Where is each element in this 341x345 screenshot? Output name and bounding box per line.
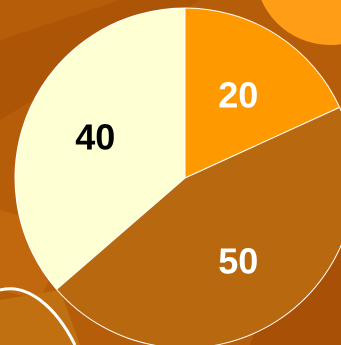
pie-slice-20 (184, 7, 341, 179)
background-circle (261, 0, 341, 45)
pie-label-40: 40 (75, 117, 115, 158)
pie-label-20: 20 (218, 75, 258, 116)
pie-labels: 20 50 40 (75, 75, 258, 282)
pie-slice-50 (55, 106, 341, 345)
pie-slice-40 (14, 7, 186, 291)
pie-slices (14, 7, 341, 345)
pie-label-50: 50 (218, 240, 258, 281)
